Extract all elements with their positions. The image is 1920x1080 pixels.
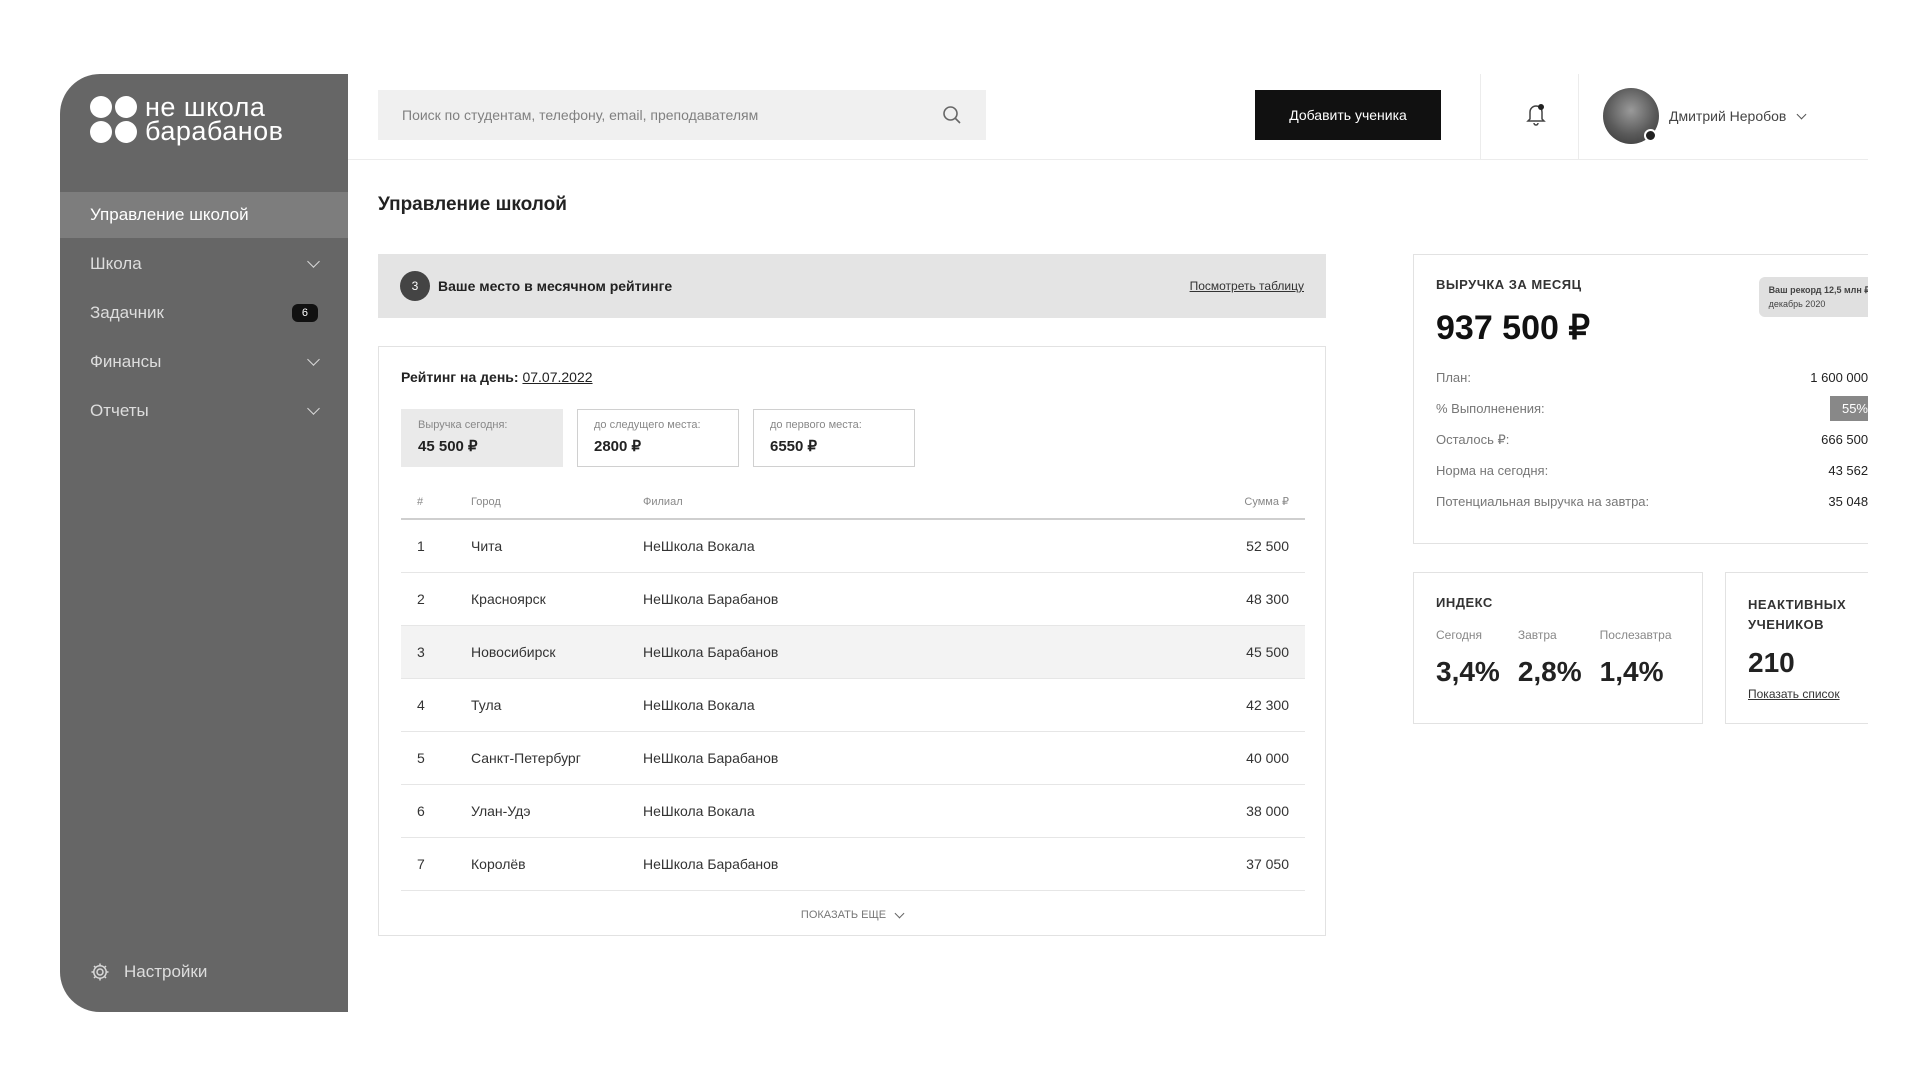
app-window: не школа барабанов Управление школой Шко… xyxy=(60,74,1868,1012)
table-row[interactable]: 5 Санкт-Петербург НеШкола Барабанов 40 000 xyxy=(401,731,1305,785)
table-row[interactable]: 2 Красноярск НеШкола Барабанов 48 300 xyxy=(401,572,1305,626)
divider xyxy=(1578,74,1579,160)
chevron-down-icon xyxy=(307,353,320,366)
table-row[interactable]: 1 Чита НеШкола Вокала 52 500 xyxy=(401,519,1305,573)
topbar: Добавить ученика Дмитрий Неробов xyxy=(348,74,1868,160)
rank-place-badge: 3 xyxy=(400,271,430,301)
column-header[interactable]: Филиал xyxy=(643,485,1101,520)
rating-date-picker[interactable]: 07.07.2022 xyxy=(522,369,593,385)
divider xyxy=(1480,74,1481,160)
user-name: Дмитрий Неробов xyxy=(1669,108,1787,124)
sidebar-item-label: Отчеты xyxy=(90,401,149,420)
sidebar: не школа барабанов Управление школой Шко… xyxy=(60,74,348,1012)
revenue-norm-row: Норма на сегодня:43 562 ₽ xyxy=(1436,462,1868,479)
index-day-after: Послезавтра 1,4% xyxy=(1599,628,1672,687)
settings-link[interactable]: Настройки xyxy=(90,962,207,982)
revenue-total: 937 500 ₽ xyxy=(1436,309,1590,347)
chevron-down-icon xyxy=(894,908,905,918)
view-table-link[interactable]: Посмотреть таблицу xyxy=(1189,279,1304,293)
sidebar-item-label: Финансы xyxy=(90,352,162,371)
show-more-button[interactable]: ПОКАЗАТЬ ЕЩЕ xyxy=(379,908,1325,921)
index-today: Сегодня 3,4% xyxy=(1436,628,1500,687)
table-row[interactable]: 7 Королёв НеШкола Барабанов 37 050 xyxy=(401,837,1305,891)
sidebar-item-label: Школа xyxy=(90,254,142,273)
sidebar-item-school[interactable]: Школа xyxy=(60,241,348,287)
column-header[interactable]: Сумма ₽ xyxy=(1100,485,1305,520)
stat-revenue-today: Выручка сегодня: 45 500 ₽ xyxy=(401,409,563,467)
revenue-remaining-row: Осталось ₽:666 500 ₽ xyxy=(1436,431,1868,447)
inactive-count: 210 xyxy=(1748,647,1795,678)
search-bar xyxy=(378,90,986,140)
settings-label: Настройки xyxy=(124,962,208,981)
table-header-row: # Город Филиал Сумма ₽ xyxy=(401,485,1305,520)
stat-to-next-place: до следущего места: 2800 ₽ xyxy=(577,409,739,467)
gear-icon xyxy=(91,963,109,981)
sidebar-item-label: Задачник xyxy=(90,303,164,322)
column-header[interactable]: Город xyxy=(471,485,643,520)
stat-to-first-place: до первого места: 6550 ₽ xyxy=(753,409,915,467)
sidebar-item-tasks[interactable]: Задачник 6 xyxy=(60,290,348,336)
show-list-link[interactable]: Показать список xyxy=(1748,687,1840,701)
rank-banner-text: Ваше место в месячном рейтинге xyxy=(438,278,673,294)
chevron-down-icon xyxy=(307,255,320,268)
logo-text: не школа барабанов xyxy=(145,92,284,146)
card-title: ИНДЕКС xyxy=(1436,595,1493,610)
sidebar-item-reports[interactable]: Отчеты xyxy=(60,388,348,434)
completion-percent-badge: 55% xyxy=(1829,396,1868,421)
search-icon[interactable] xyxy=(942,105,962,125)
tasks-count-badge: 6 xyxy=(291,304,318,322)
revenue-potential-row: Потенциальная выручка на завтра:35 048 ₽ xyxy=(1436,493,1868,510)
revenue-completion-row: % Выполненения: 55% xyxy=(1436,393,1868,424)
search-input[interactable] xyxy=(402,107,922,123)
table-row-current-school[interactable]: 3 Новосибирск НеШкола Барабанов 45 500 xyxy=(401,625,1305,679)
add-student-button[interactable]: Добавить ученика xyxy=(1255,90,1441,140)
user-menu[interactable]: Дмитрий Неробов xyxy=(1603,88,1807,144)
avatar xyxy=(1603,88,1659,144)
sidebar-item-finance[interactable]: Финансы xyxy=(60,339,348,385)
chevron-down-icon xyxy=(307,402,320,415)
record-badge: Ваш рекорд 12,5 млн ₽ декабрь 2020 xyxy=(1758,277,1868,317)
chevron-down-icon xyxy=(1796,109,1807,119)
rating-card: Рейтинг на день: 07.07.2022 Выручка сего… xyxy=(378,346,1326,936)
revenue-plan-row: План:1 600 000 ₽ xyxy=(1436,369,1868,386)
index-card: ИНДЕКС Сегодня 3,4% Завтра 2,8% Послезав… xyxy=(1413,572,1703,724)
rating-table: # Город Филиал Сумма ₽ 1 Чита НеШкола Вока… xyxy=(401,485,1305,891)
rating-date-label: Рейтинг на день: 07.07.2022 xyxy=(401,369,593,385)
card-title: НЕАКТИВНЫХ УЧЕНИКОВ xyxy=(1748,597,1847,632)
page-title: Управление школой xyxy=(378,194,567,215)
card-title: ВЫРУЧКА ЗА МЕСЯЦ xyxy=(1436,277,1582,292)
table-row[interactable]: 4 Тула НеШкола Вокала 42 300 xyxy=(401,678,1305,732)
table-row[interactable]: 6 Улан-Удэ НеШкола Вокала 38 000 xyxy=(401,784,1305,838)
logo-mark xyxy=(90,95,137,143)
bell-icon[interactable] xyxy=(1526,102,1546,126)
monthly-revenue-card: ВЫРУЧКА ЗА МЕСЯЦ Ваш рекорд 12,5 млн ₽ д… xyxy=(1413,254,1868,544)
column-header[interactable]: # xyxy=(401,485,471,520)
sidebar-item-school-management[interactable]: Управление школой xyxy=(60,192,348,238)
rank-banner: 3 Ваше место в месячном рейтинге Посмотр… xyxy=(378,254,1326,318)
sidebar-item-label: Управление школой xyxy=(90,205,249,224)
sidebar-nav: Управление школой Школа Задачник 6 Финан… xyxy=(60,192,348,437)
logo[interactable]: не школа барабанов xyxy=(90,92,284,146)
inactive-students-card: НЕАКТИВНЫХ УЧЕНИКОВ 210 Показать список xyxy=(1725,572,1868,724)
index-tomorrow: Завтра 2,8% xyxy=(1517,628,1582,687)
